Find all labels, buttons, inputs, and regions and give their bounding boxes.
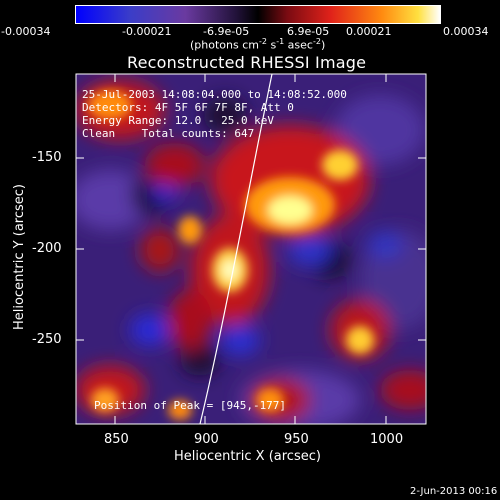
colorbar-tick-label: 6.9e-05 (287, 25, 330, 38)
colorbar-units: (photons cm-2 s-1 asec-2) (190, 37, 326, 52)
x-tick-label: 850 (104, 432, 129, 447)
solar-limb-line (199, 74, 273, 424)
colorbar-tick-label: 0.00021 (346, 25, 392, 38)
x-axis-ticks (114, 74, 387, 424)
y-tick-label: -150 (32, 150, 62, 165)
overlay-time-range: 25-Jul-2003 14:08:04.000 to 14:08:52.000 (82, 88, 347, 101)
image-raster (76, 74, 426, 424)
y-axis-label: Heliocentric Y (arcsec) (12, 184, 27, 330)
x-axis-label: Heliocentric X (arcsec) (174, 449, 321, 464)
x-tick-label: 950 (284, 432, 309, 447)
plot-title: Reconstructed RHESSI Image (127, 53, 367, 72)
x-tick-label: 900 (194, 432, 219, 447)
y-tick-label: -200 (32, 241, 62, 256)
y-axis-ticks (76, 157, 426, 341)
colorbar-tick-label: -6.9e-05 (203, 25, 250, 38)
colorbar-gradient (75, 5, 441, 24)
overlay-peak-position: Position of Peak = [945,-177] (94, 399, 287, 412)
x-tick-label: 1000 (370, 432, 404, 447)
y-tick-label: -250 (32, 332, 62, 347)
colorbar-tick-label: 0.00034 (443, 25, 489, 38)
overlay-clean-counts: Clean Total counts: 647 (82, 127, 255, 140)
footer-timestamp: 2-Jun-2013 00:16 (410, 486, 498, 497)
colorbar-tick-label: -0.00034 (1, 25, 51, 38)
colorbar-tick-label: -0.00021 (122, 25, 172, 38)
overlay-energy-range: Energy Range: 12.0 - 25.0 keV (82, 114, 275, 127)
overlay-detectors: Detectors: 4F 5F 6F 7F 8F, Att 0 (82, 101, 294, 114)
